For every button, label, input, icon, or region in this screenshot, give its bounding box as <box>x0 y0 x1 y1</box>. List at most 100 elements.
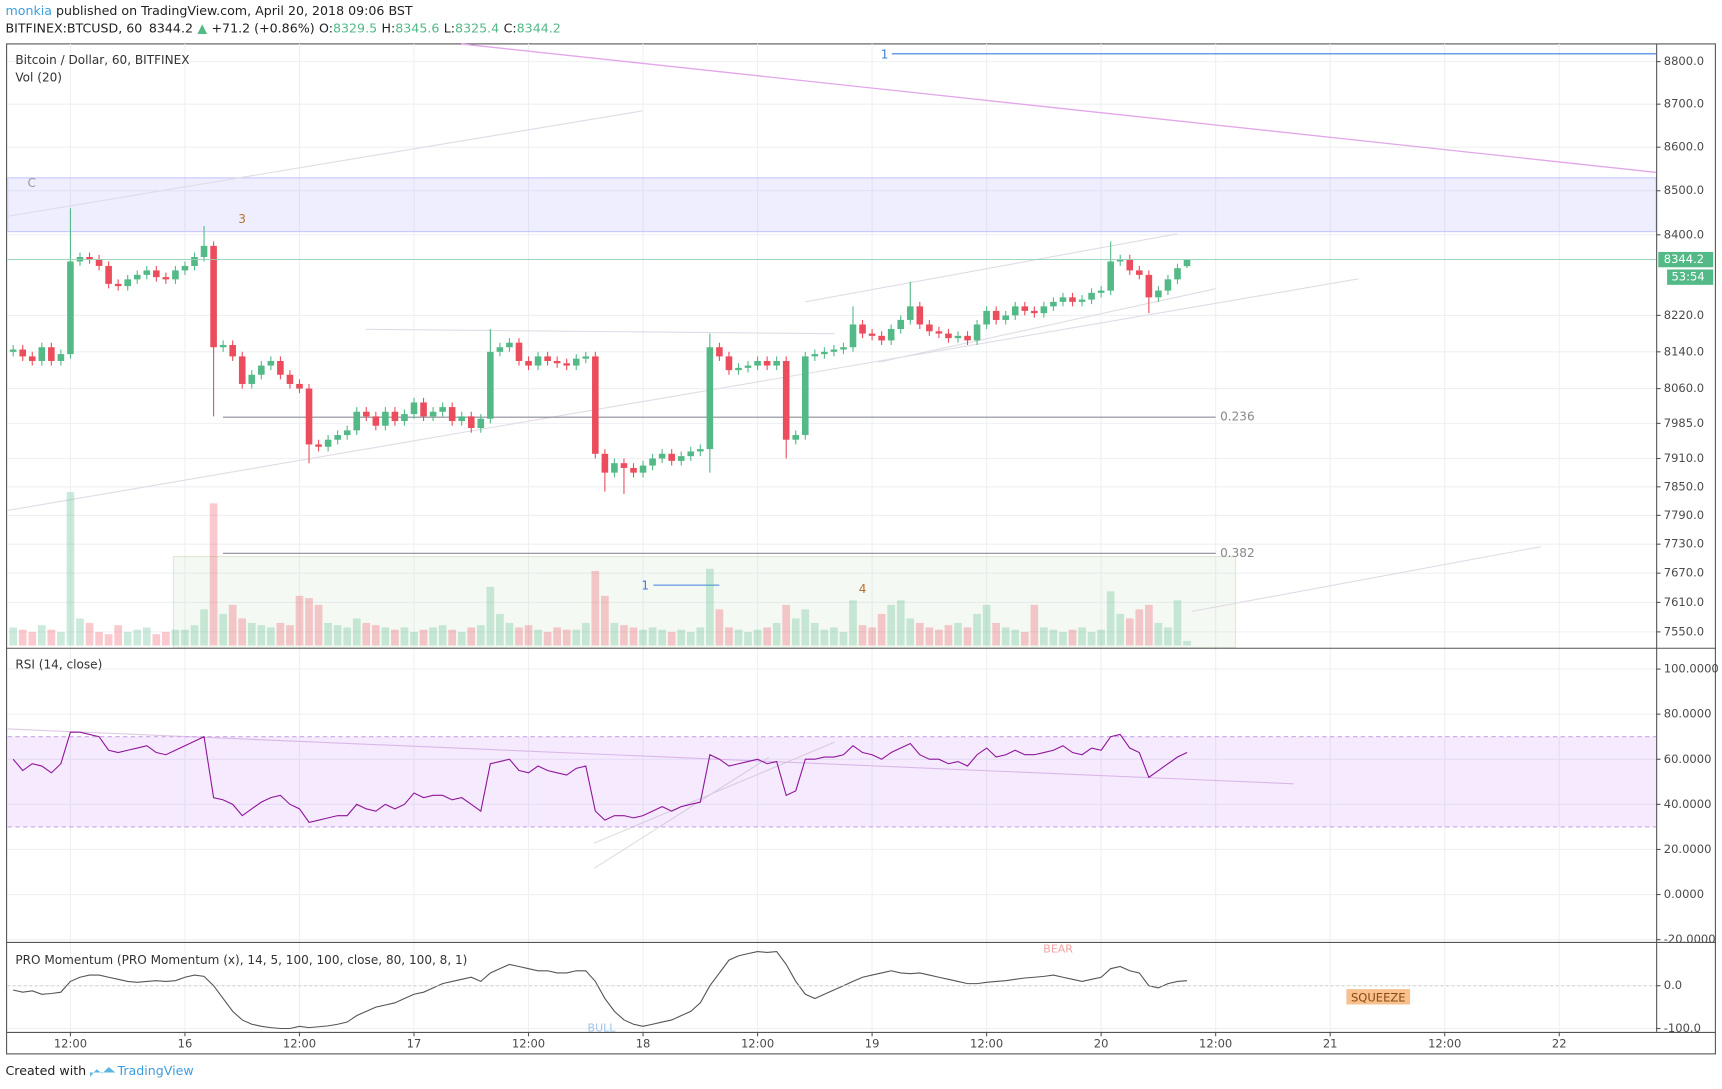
pane-title: Bitcoin / Dollar, 60, BITFINEX <box>15 53 189 67</box>
volume-bar <box>295 595 304 646</box>
volume-bar <box>524 625 533 646</box>
volume-bar <box>915 622 924 646</box>
candle-body <box>1002 315 1009 320</box>
x-tick-label: 22 <box>1552 1036 1567 1050</box>
candle-body <box>229 344 236 357</box>
rsi-title: RSI (14, close) <box>15 658 102 672</box>
footer-created: Created with <box>5 1063 86 1078</box>
volume-bar <box>782 604 791 646</box>
candle-body <box>572 358 580 366</box>
volume-bar <box>1040 627 1048 646</box>
candle-body <box>658 453 666 459</box>
candle-body <box>697 449 704 452</box>
candle-body <box>1011 306 1019 316</box>
volume-bar <box>114 625 123 646</box>
candle-body <box>668 453 675 461</box>
candle-body <box>553 360 561 364</box>
user[interactable]: monkia <box>5 2 52 17</box>
x-tick-label: 12:00 <box>54 1036 87 1050</box>
volume-bar <box>715 609 724 646</box>
candle-body <box>38 347 46 361</box>
wave-label: 3 <box>238 212 246 226</box>
candle-body <box>687 451 695 457</box>
volume-bar <box>725 627 733 646</box>
candle-body <box>716 347 723 357</box>
candle-body <box>362 411 370 417</box>
volume-bar <box>190 625 199 646</box>
candle-body <box>1183 259 1191 267</box>
candle-body <box>410 402 418 415</box>
y-tick-label: 100.0000 <box>1664 662 1719 676</box>
candle-body <box>801 356 809 436</box>
volume-bar <box>381 627 390 646</box>
candle-body <box>477 418 485 429</box>
volume-bar <box>181 629 189 646</box>
candle-body <box>238 356 246 384</box>
candle-body <box>840 347 847 350</box>
candle-body <box>1078 299 1086 302</box>
candle-body <box>544 356 551 361</box>
marks: 8800.0 8700.0 8600.0 8500.0 8400.0 8220.0 8140… <box>7 54 1719 1050</box>
change: +71.2 (+0.86%) <box>211 20 314 35</box>
volume-bar <box>1125 618 1134 646</box>
footer-brand[interactable]: TradingView <box>117 1063 194 1078</box>
y-tick-label: 8400.0 <box>1664 227 1704 241</box>
volume-bar <box>992 622 1001 646</box>
volume-bar <box>467 627 476 646</box>
x-tick-label: 19 <box>865 1036 880 1050</box>
volume-bar <box>371 625 380 646</box>
x-tick-label: 20 <box>1094 1036 1109 1050</box>
volume-bar <box>858 625 867 646</box>
bear-label: BEAR <box>1043 943 1073 956</box>
volume-bar <box>820 629 829 646</box>
volume-bar <box>591 571 600 646</box>
candle-body <box>1155 290 1162 298</box>
o-value: 8329.5 <box>333 20 377 35</box>
countdown-tag <box>1667 269 1714 285</box>
last-price: 8344.2 <box>149 20 193 35</box>
candle-body <box>1021 306 1029 311</box>
candle-body <box>200 245 208 258</box>
logo <box>90 1067 116 1077</box>
candle-body <box>916 306 924 325</box>
trendline <box>593 757 770 869</box>
volume-bar <box>1001 627 1010 646</box>
candle-body <box>401 414 408 422</box>
candle-body <box>792 435 800 440</box>
candle-body <box>821 351 828 355</box>
candle-body <box>448 407 456 422</box>
volume-bar <box>1078 627 1086 646</box>
candle-body <box>1059 297 1067 302</box>
candle-body <box>496 347 504 352</box>
y-tick-label: 0.0 <box>1664 978 1682 992</box>
candle-body <box>1107 261 1114 291</box>
h-label: H: <box>382 20 396 35</box>
candle-body <box>706 347 714 450</box>
rsi-line <box>12 731 1188 823</box>
volume-bar <box>1154 622 1163 646</box>
candle-body <box>639 465 647 473</box>
trendline <box>365 328 835 335</box>
volume-bar <box>171 629 180 646</box>
candle-body <box>649 458 656 466</box>
candle-body <box>735 367 742 371</box>
volume-bar <box>543 631 552 646</box>
candle-body <box>133 274 141 280</box>
volume-bar <box>76 618 84 646</box>
trendline <box>1191 546 1541 613</box>
candle-body <box>258 365 265 375</box>
volume-bar <box>963 627 972 646</box>
volume-bar <box>744 631 752 646</box>
candle-body <box>1174 268 1181 280</box>
volume-bar <box>47 629 56 646</box>
volume-bar <box>868 627 876 646</box>
volume-bar <box>629 627 638 646</box>
volume-bar <box>85 622 94 646</box>
y-tick-label: 7550.0 <box>1664 624 1704 638</box>
candle-body <box>296 383 303 389</box>
header-line: monkia published on TradingView.com, Apr… <box>5 2 412 17</box>
volume-bar <box>763 627 771 646</box>
volume-zone <box>172 556 1237 649</box>
y-tick-label: 7790.0 <box>1664 508 1704 522</box>
c-label: C: <box>504 20 517 35</box>
